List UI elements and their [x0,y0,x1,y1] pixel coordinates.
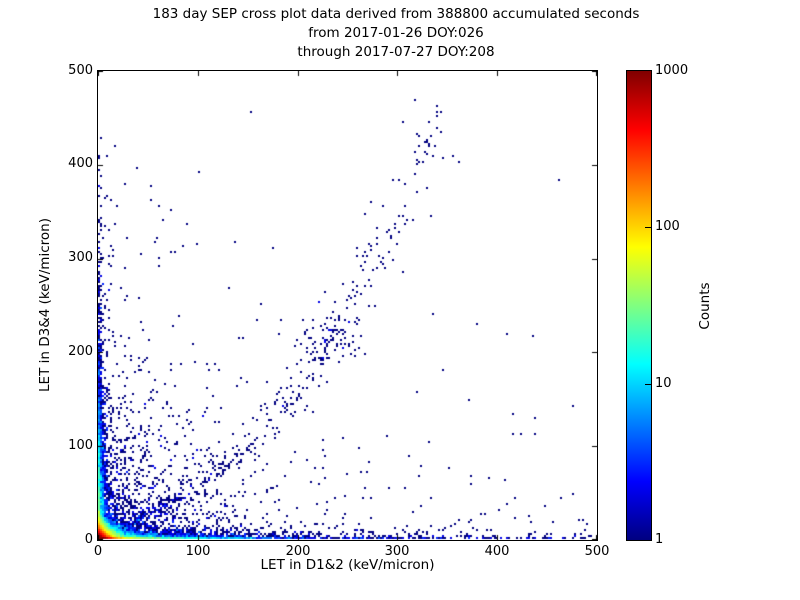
colorbar-tick-100 [645,227,651,228]
x-tick-label-2: 200 [285,544,311,559]
y-tick-label-0: 0 [84,532,93,547]
x-tick-label-3: 300 [384,544,410,559]
colorbar-gradient [626,70,652,541]
y-tick-label-3: 300 [68,250,93,265]
x-tick-label-1: 100 [185,544,211,559]
title-line-1: 183 day SEP cross plot data derived from… [152,6,640,22]
title-line-3: through 2017-07-27 DOY:208 [297,44,495,60]
y-tick-label-1: 100 [68,438,93,453]
colorbar-tick-label-1000: 1000 [655,63,689,78]
colorbar-tick-10 [645,384,651,385]
colorbar-tick-label-10: 10 [655,376,672,391]
y-tick-label-4: 400 [68,156,93,171]
colorbar-tick-label-100: 100 [655,219,680,234]
x-tick-label-4: 400 [484,544,510,559]
colorbar-tick-label-1: 1 [655,532,664,547]
y-axis-label: LET in D3&4 (keV/micron) [37,218,53,392]
x-axis-label: LET in D1&2 (keV/micron) [260,557,435,573]
title-line-2: from 2017-01-26 DOY:026 [308,25,484,41]
scatter-canvas [97,70,598,541]
plot-title: 183 day SEP cross plot data derived from… [0,5,792,62]
y-tick-label-5: 500 [68,63,93,78]
x-tick-label-5: 500 [584,544,610,559]
x-tick-label-0: 0 [93,544,103,559]
colorbar-label: Counts [697,282,713,330]
y-tick-label-2: 200 [68,344,93,359]
